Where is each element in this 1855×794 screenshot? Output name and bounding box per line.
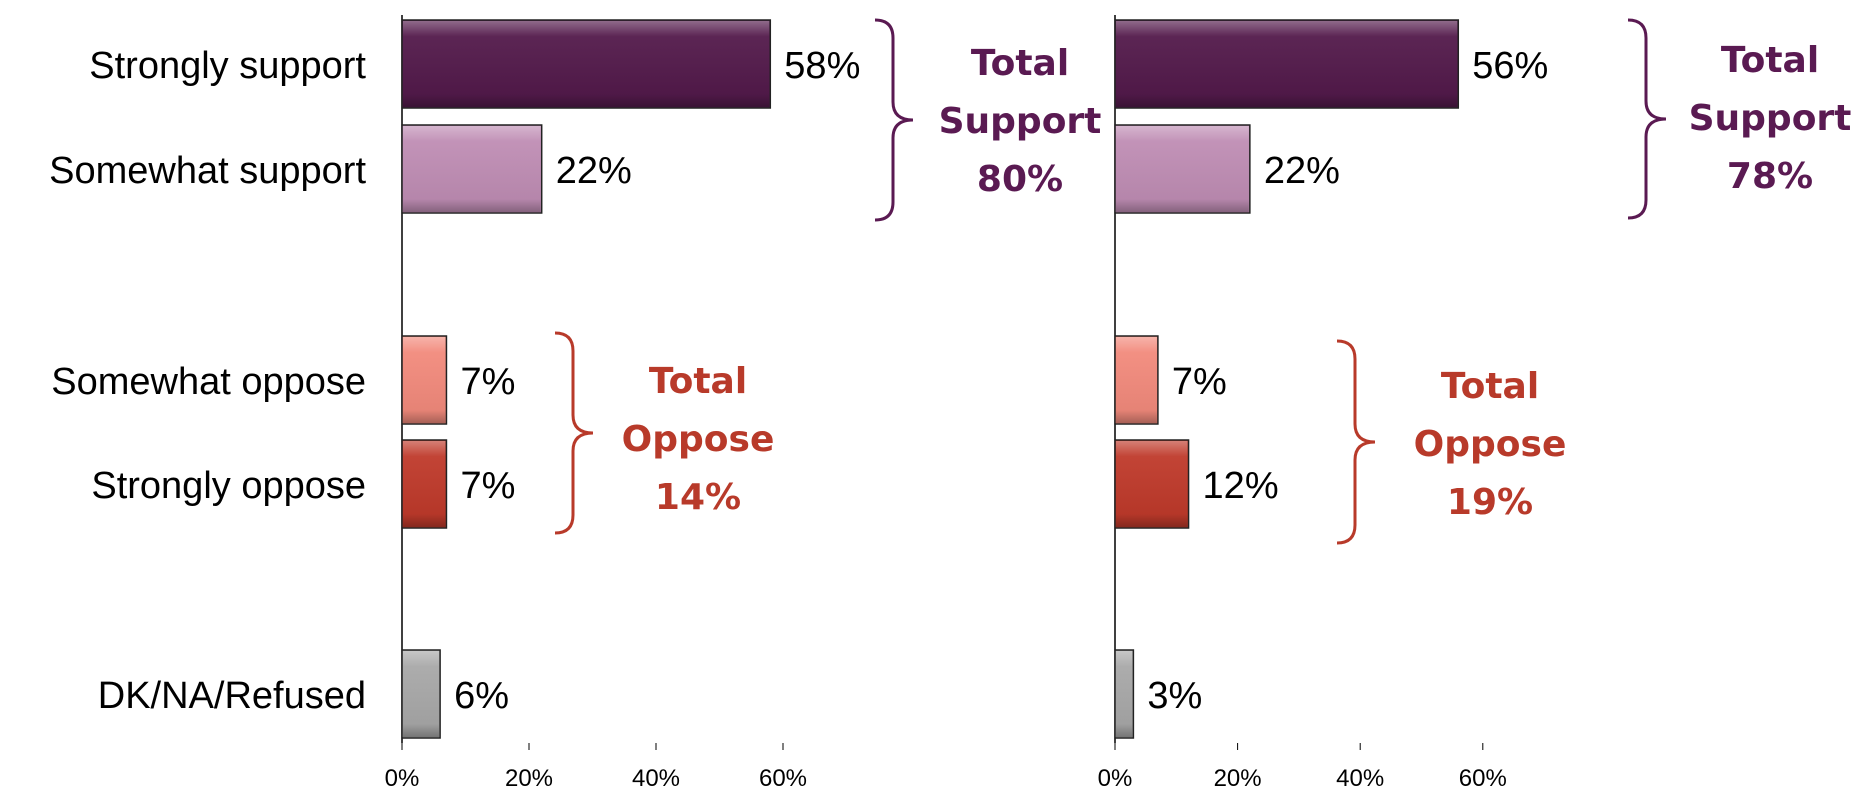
right-bar-shade-somewhat-oppose — [1116, 337, 1157, 423]
left-support-brace — [874, 18, 914, 222]
right-value-label-strongly-oppose: 12% — [1203, 465, 1279, 507]
right-total-oppose-label-line-1: Oppose — [1414, 424, 1567, 465]
left-chart-panel: 58% Strongly support 22% Somewhat support 7%… — [49, 15, 1101, 792]
left-bar-shade-somewhat-oppose — [403, 337, 446, 423]
left-bar-shade-somewhat-support — [403, 126, 541, 212]
right-total-oppose-label-line-0: Total — [1441, 366, 1539, 407]
left-tick-label-3: 60% — [759, 765, 807, 792]
right-total-support-label-line-2: 78% — [1727, 156, 1813, 197]
right-value-label-somewhat-oppose: 7% — [1172, 361, 1227, 403]
category-label-somewhat-oppose: Somewhat oppose — [51, 361, 366, 403]
right-total-support-label-line-0: Total — [1721, 40, 1819, 81]
right-value-label-somewhat-support: 22% — [1264, 150, 1340, 192]
right-value-label-dk-na-refused: 3% — [1147, 675, 1202, 717]
right-bar-shade-strongly-support — [1116, 21, 1458, 107]
right-support-brace — [1627, 18, 1667, 220]
left-value-label-somewhat-support: 22% — [556, 150, 632, 192]
left-total-support-label-line-2: 80% — [977, 159, 1063, 200]
left-bar-shade-dk-na-refused — [403, 651, 440, 737]
left-value-label-strongly-support: 58% — [784, 45, 860, 87]
left-value-label-strongly-oppose: 7% — [460, 465, 515, 507]
left-tick-label-0: 0% — [385, 765, 420, 792]
left-bar-shade-strongly-support — [403, 21, 770, 107]
left-total-support-label-line-0: Total — [971, 43, 1069, 84]
right-chart-panel: 56% 22% 7% 12% 3% 0% 20% 40% 60% Total Support 78% T… — [1098, 15, 1852, 792]
right-bar-shade-dk-na-refused — [1116, 651, 1133, 737]
category-label-strongly-support: Strongly support — [89, 45, 366, 87]
left-total-oppose-label-line-0: Total — [649, 361, 747, 402]
category-label-dk-na-refused: DK/NA/Refused — [98, 675, 366, 717]
right-tick-label-2: 40% — [1336, 765, 1384, 792]
left-value-label-dk-na-refused: 6% — [454, 675, 509, 717]
right-total-support-label-line-1: Support — [1689, 98, 1852, 139]
category-label-somewhat-support: Somewhat support — [49, 150, 366, 192]
left-total-support-label-line-1: Support — [939, 101, 1102, 142]
left-total-oppose-label-line-1: Oppose — [622, 419, 775, 460]
right-value-label-strongly-support: 56% — [1472, 45, 1548, 87]
left-tick-label-2: 40% — [632, 765, 680, 792]
left-value-label-somewhat-oppose: 7% — [460, 361, 515, 403]
left-tick-label-1: 20% — [505, 765, 553, 792]
right-tick-label-3: 60% — [1459, 765, 1507, 792]
category-label-strongly-oppose: Strongly oppose — [91, 465, 366, 507]
right-total-oppose-label-line-2: 19% — [1447, 482, 1533, 523]
right-tick-label-0: 0% — [1098, 765, 1133, 792]
right-bar-shade-strongly-oppose — [1116, 441, 1188, 527]
right-oppose-brace — [1336, 339, 1376, 545]
left-bar-shade-strongly-oppose — [403, 441, 446, 527]
right-tick-label-1: 20% — [1214, 765, 1262, 792]
right-bar-shade-somewhat-support — [1116, 126, 1249, 212]
left-total-oppose-label-line-2: 14% — [655, 477, 741, 518]
left-oppose-brace — [554, 331, 594, 535]
